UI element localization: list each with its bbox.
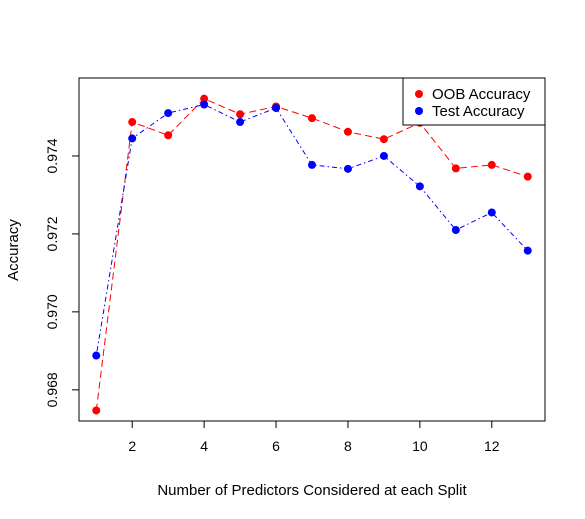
data-point: [487, 160, 496, 169]
data-point: [415, 182, 424, 191]
data-point: [523, 246, 532, 255]
data-point: [379, 151, 388, 160]
x-tick-label: 4: [200, 438, 208, 454]
y-tick-label: 0.968: [44, 372, 60, 407]
x-axis: 2 4 6 8 10 12: [128, 421, 500, 454]
data-point: [308, 114, 316, 123]
data-point: [164, 109, 173, 118]
data-point: [487, 208, 496, 217]
data-point: [343, 127, 352, 136]
series-1: [92, 94, 532, 415]
x-tick-label: 2: [128, 438, 136, 454]
data-point: [272, 104, 281, 113]
data-point: [200, 94, 209, 103]
legend-marker: [415, 107, 423, 115]
x-tick-label: 10: [412, 438, 428, 454]
data-point: [451, 226, 460, 235]
y-axis-title: Accuracy: [5, 219, 22, 281]
data-point: [308, 160, 316, 169]
data-point: [128, 118, 137, 127]
plot-frame: [78, 77, 546, 422]
y-tick-label: 0.970: [44, 294, 60, 329]
y-tick-label: 0.972: [44, 216, 60, 251]
data-point: [200, 100, 209, 109]
legend-marker: [415, 90, 423, 98]
series-2: [92, 100, 532, 360]
series-line: [95, 103, 529, 356]
data-point: [523, 172, 532, 181]
x-axis-title: Number of Predictors Considered at each …: [157, 482, 467, 499]
x-tick-label: 12: [484, 438, 500, 454]
series-line: [95, 98, 528, 411]
x-tick-label: 8: [344, 438, 352, 454]
data-point: [92, 406, 101, 415]
data-point: [343, 164, 352, 173]
data-point: [451, 164, 460, 173]
series-layer: [92, 94, 532, 415]
data-point: [379, 135, 388, 144]
data-point: [92, 351, 101, 360]
data-point: [236, 118, 245, 127]
legend-label: OOB Accuracy: [432, 86, 531, 103]
y-tick-label: 0.974: [44, 138, 60, 173]
legend-box: [402, 77, 546, 126]
x-tick-label: 6: [272, 438, 280, 454]
data-point: [164, 131, 173, 140]
data-point: [128, 134, 137, 143]
legend-label: Test Accuracy: [432, 103, 525, 120]
data-point: [236, 110, 245, 119]
y-axis: 0.968 0.970 0.972 0.974: [44, 138, 79, 407]
